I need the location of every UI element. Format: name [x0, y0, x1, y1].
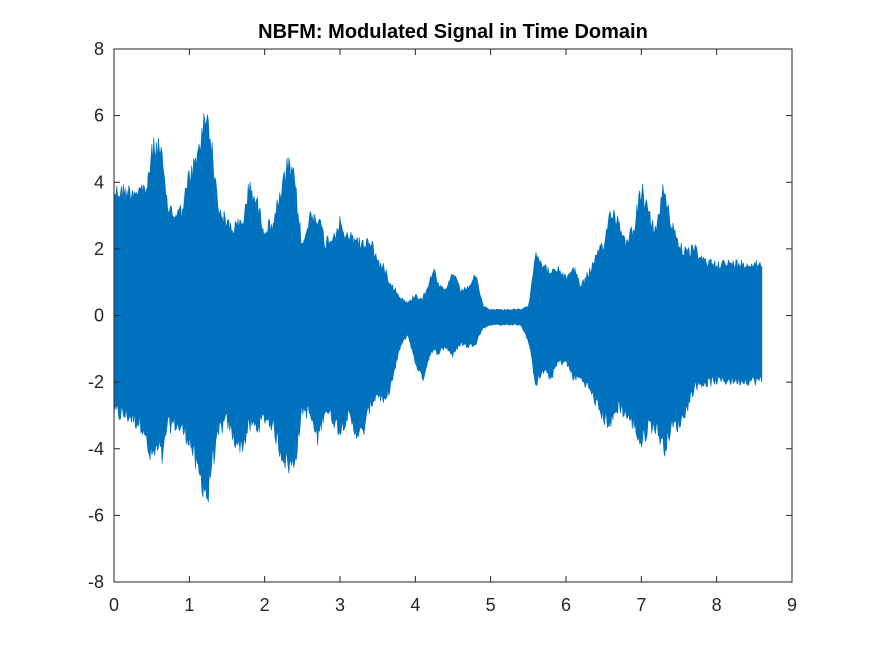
plot-area [113, 113, 763, 503]
y-tick-label: -6 [88, 505, 104, 525]
y-tick-label: 2 [94, 239, 104, 259]
y-tick-label: -8 [88, 572, 104, 592]
y-tick-label: 6 [94, 106, 104, 126]
x-tick-label: 7 [636, 595, 646, 615]
x-tick-label: 9 [787, 595, 797, 615]
y-tick-label: 0 [94, 306, 104, 326]
y-tick-label: -2 [88, 372, 104, 392]
y-tick-label: 8 [94, 39, 104, 59]
y-tick-label: 4 [94, 172, 104, 192]
chart-title: NBFM: Modulated Signal in Time Domain [258, 21, 648, 43]
axes: 0 1 2 3 4 5 6 7 8 9 -8 -6 -4 -2 0 2 4 6 8 [88, 39, 797, 615]
x-tick-label: 5 [486, 595, 496, 615]
y-tick-label: -4 [88, 439, 104, 459]
x-tick-label: 0 [109, 595, 119, 615]
x-tick-label: 3 [335, 595, 345, 615]
x-tick-label: 8 [712, 595, 722, 615]
x-tick-label: 6 [561, 595, 571, 615]
x-tick-label: 4 [410, 595, 420, 615]
signal-envelope-0 [113, 113, 763, 503]
x-tick-label: 2 [260, 595, 270, 615]
x-tick-label: 1 [184, 595, 194, 615]
